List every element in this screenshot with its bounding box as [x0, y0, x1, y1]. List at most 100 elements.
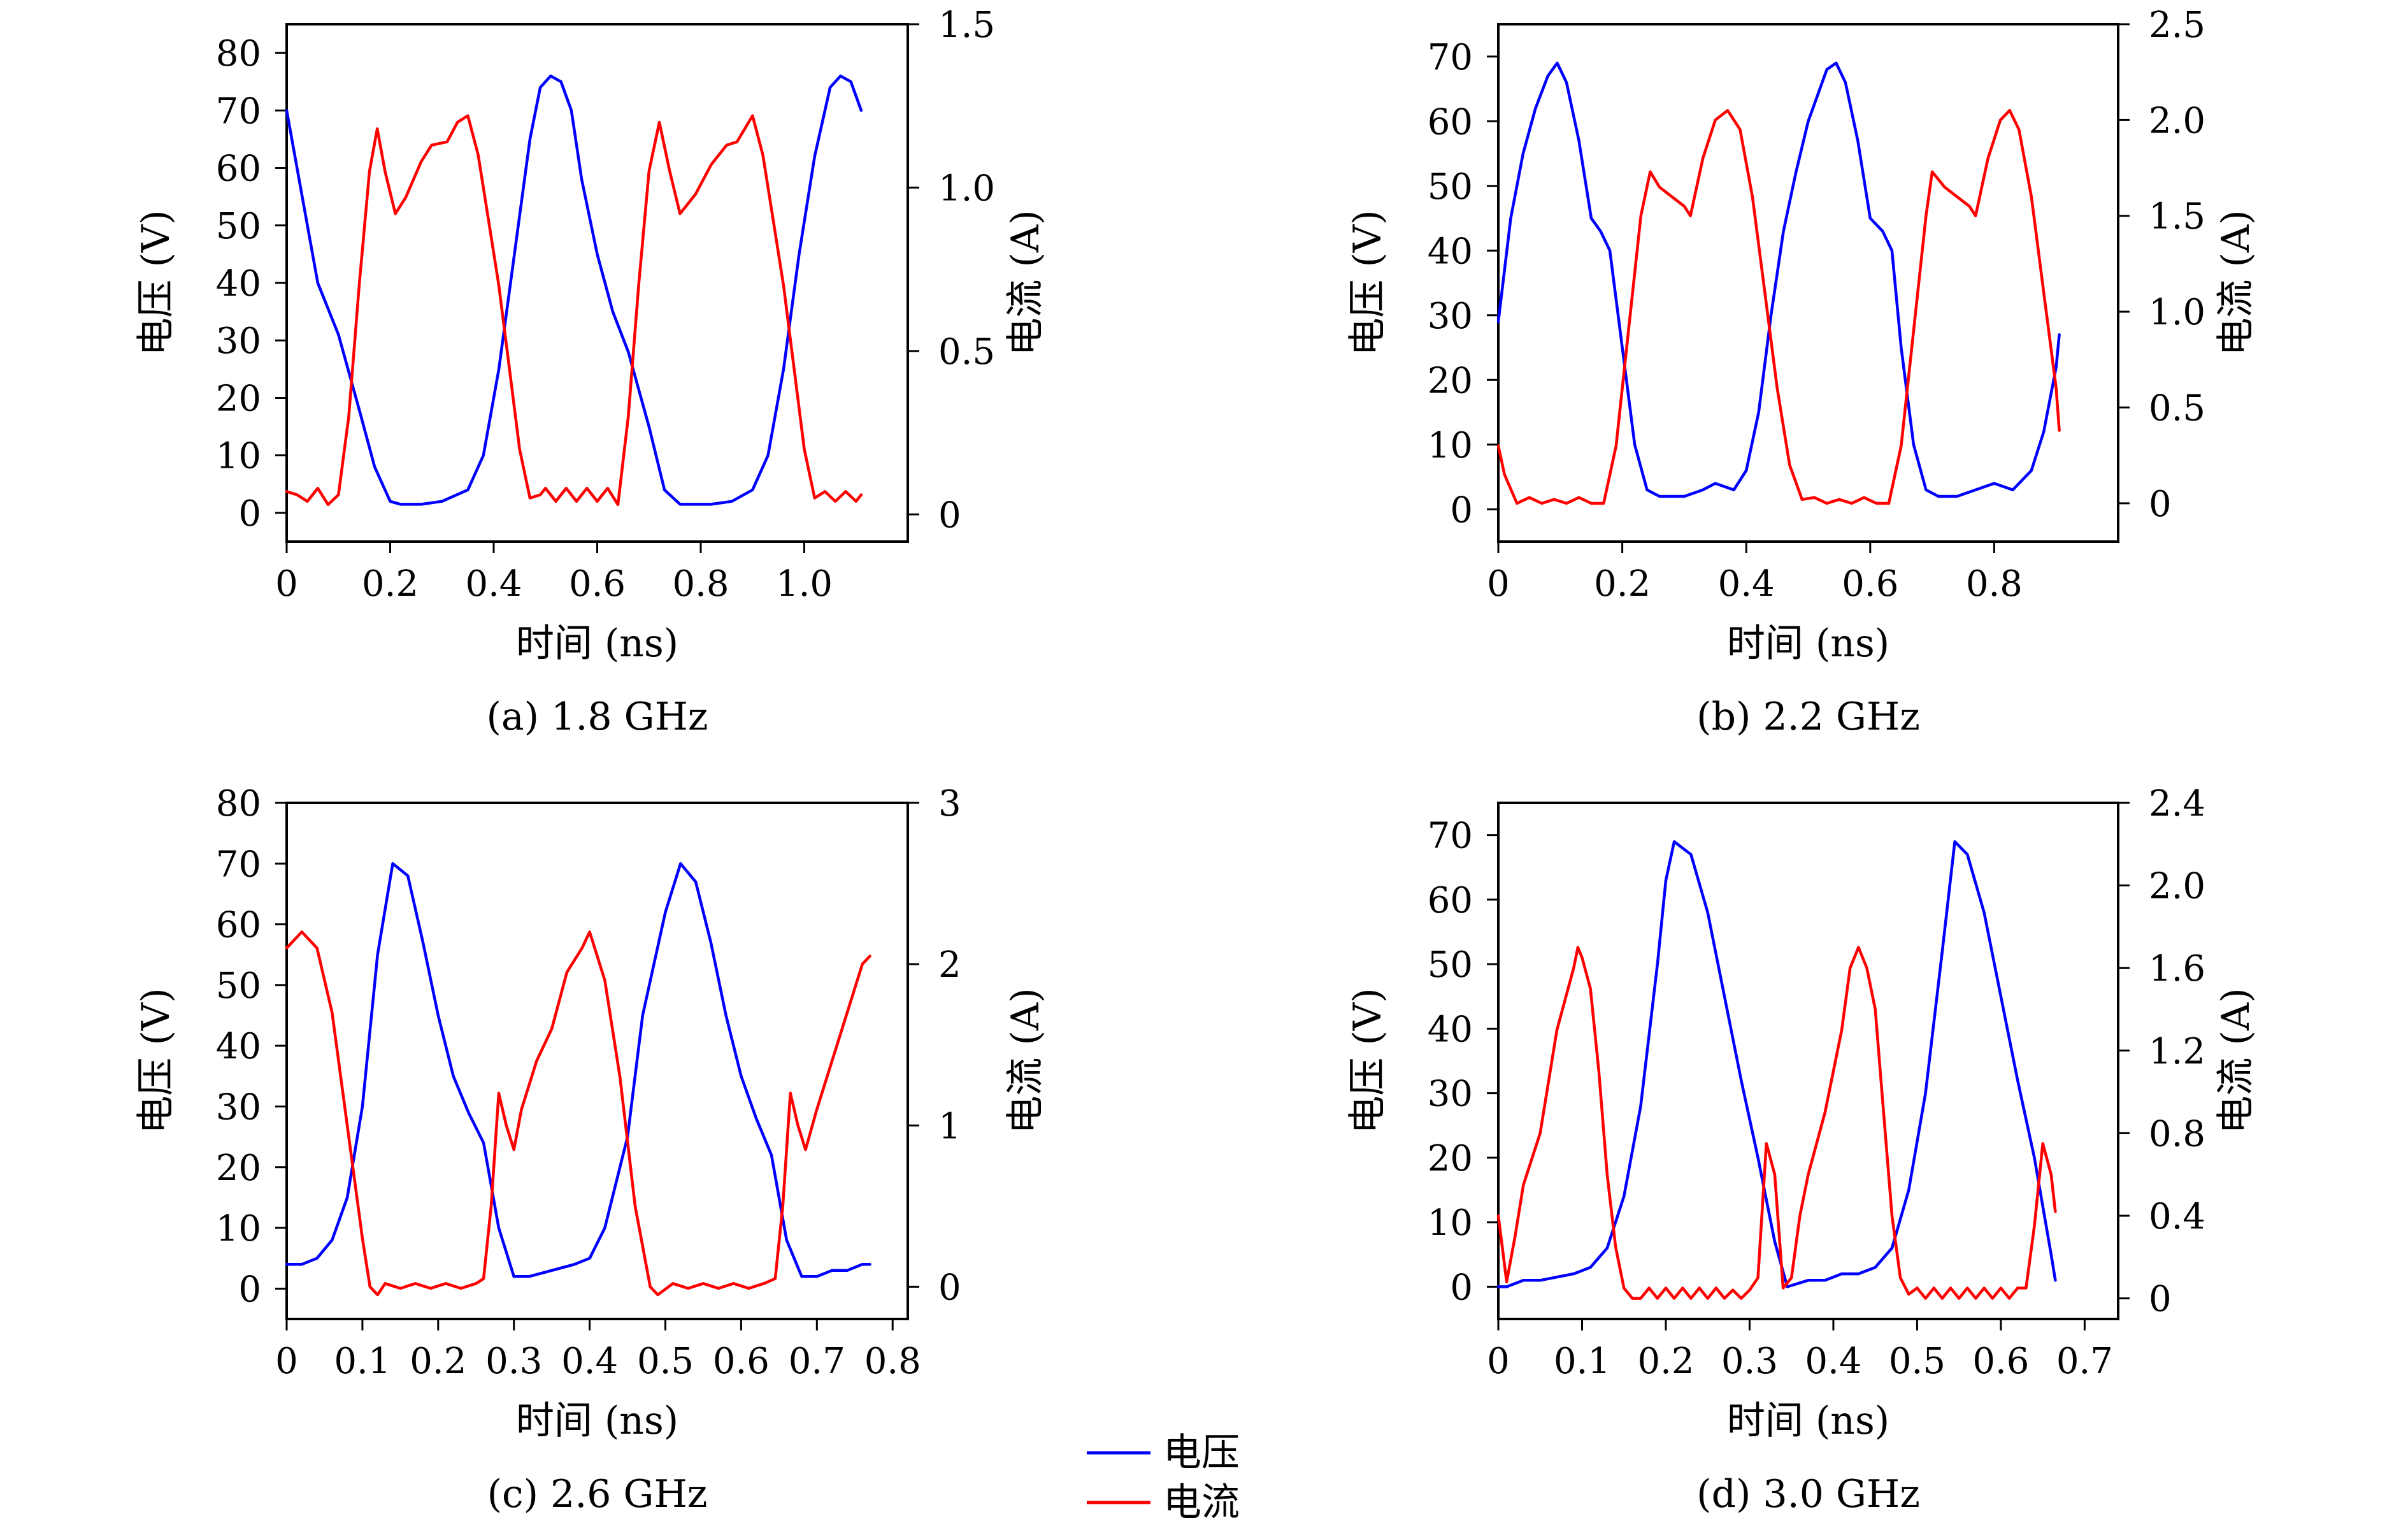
x-tick-label: 0.3 [1721, 1341, 1778, 1382]
y-left-axis-title: 电压 (V) [134, 988, 178, 1134]
x-tick-label: 0.5 [637, 1341, 694, 1382]
y-left-tick-label: 30 [216, 321, 261, 362]
y-left-tick-label: 0 [238, 1269, 261, 1310]
y-left-tick-label: 60 [1428, 101, 1473, 143]
x-tick-label: 0.1 [1554, 1341, 1610, 1382]
chart-panel: 0 0.1 0.2 0.3 0.4 0.5 0.6 0.7 0 10 20 30 40 50 60 70 0 0.… [1345, 783, 2258, 1517]
voltage-series-line [1496, 61, 2061, 498]
y-right-axis-title: 电流 (A) [1003, 988, 1048, 1134]
y-left-tick-label: 30 [216, 1086, 261, 1128]
y-left-tick-label: 10 [216, 1208, 261, 1250]
chart-panel: 0 0.2 0.4 0.6 0.8 1.0 0 10 20 30 40 50 60 70 80 0 0.5 1.0… [134, 4, 1048, 739]
legend-voltage-label: 电压 [1163, 1431, 1240, 1475]
y-right-axis-title: 电流 (A) [2214, 988, 2258, 1134]
x-tick-label: 0.4 [1805, 1341, 1861, 1382]
x-axis-title: 时间 (ns) [1727, 1399, 1889, 1443]
y-left-tick-label: 10 [1428, 1202, 1473, 1244]
voltage-series-line [285, 74, 863, 506]
x-tick-label: 1.0 [776, 563, 833, 605]
x-tick-label: 0 [275, 1341, 298, 1382]
x-tick-label: 0.4 [465, 563, 522, 605]
panel-caption: (b) 2.2 GHz [1696, 695, 1920, 739]
panel-caption: (d) 3.0 GHz [1696, 1472, 1920, 1517]
y-right-tick-label: 3 [938, 783, 961, 825]
y-left-tick-label: 50 [1428, 944, 1473, 986]
y-left-tick-label: 0 [238, 493, 261, 535]
x-tick-label: 0.8 [864, 1341, 921, 1382]
x-tick-label: 0.2 [1637, 1341, 1694, 1382]
current-series-line [285, 114, 863, 507]
plot-frame [285, 23, 909, 543]
y-left-tick-label: 60 [216, 148, 261, 190]
y-right-tick-label: 2 [938, 944, 961, 986]
y-left-tick-label: 70 [1428, 816, 1473, 857]
y-right-axis-title: 电流 (A) [1003, 210, 1048, 356]
y-left-tick-label: 10 [216, 436, 261, 477]
x-tick-label: 0.2 [362, 563, 419, 605]
y-left-tick-label: 50 [216, 206, 261, 247]
voltage-series-line [1496, 840, 2057, 1288]
y-left-tick-label: 50 [1428, 166, 1473, 208]
x-tick-label: 0.8 [1966, 563, 2023, 605]
legend-current-label: 电流 [1163, 1480, 1240, 1525]
y-left-tick-label: 40 [1428, 1009, 1473, 1050]
current-series-line [285, 930, 871, 1297]
y-right-tick-label: 1.5 [938, 4, 995, 46]
x-axis-title: 时间 (ns) [516, 1399, 678, 1443]
y-left-tick-label: 60 [1428, 880, 1473, 921]
y-right-axis-title: 电流 (A) [2214, 210, 2258, 356]
chart-panel: 0 0.1 0.2 0.3 0.4 0.5 0.6 0.7 0.8010203040506070… [134, 783, 1048, 1517]
x-tick-label: 0.7 [2056, 1341, 2113, 1382]
y-right-tick-label: 2.4 [2149, 783, 2205, 825]
x-tick-label: 0.3 [485, 1341, 542, 1382]
y-right-tick-label: 1.2 [2149, 1031, 2205, 1072]
y-right-tick-label: 0.5 [938, 331, 995, 373]
legend: 电压 电流 [1087, 1431, 1240, 1525]
y-left-axis-title: 电压 (V) [1345, 988, 1390, 1134]
y-left-tick-label: 0 [1450, 1267, 1473, 1308]
y-right-tick-label: 0.4 [2149, 1196, 2205, 1237]
y-left-tick-label: 30 [1428, 1074, 1473, 1115]
x-axis-title: 时间 (ns) [1727, 621, 1889, 666]
y-left-tick-label: 70 [216, 844, 261, 885]
y-right-tick-label: 1.6 [2149, 948, 2205, 990]
x-tick-label: 0 [1487, 1341, 1510, 1382]
x-tick-label: 0.6 [569, 563, 626, 605]
x-tick-label: 0.8 [672, 563, 729, 605]
x-tick-label: 0.7 [789, 1341, 845, 1382]
y-left-tick-label: 30 [1428, 296, 1473, 337]
y-left-tick-label: 10 [1428, 425, 1473, 466]
x-tick-label: 0.4 [1718, 563, 1775, 605]
y-left-tick-label: 70 [216, 90, 261, 132]
y-left-tick-label: 40 [216, 1026, 261, 1067]
y-left-tick-label: 70 [1428, 37, 1473, 78]
y-right-tick-label: 0 [938, 1267, 961, 1308]
y-right-tick-label: 2.0 [2149, 866, 2205, 907]
x-tick-label: 0 [1487, 563, 1510, 605]
voltage-series-line [285, 862, 871, 1278]
y-left-axis-title: 电压 (V) [1345, 210, 1390, 356]
y-right-tick-label: 1.5 [2149, 196, 2205, 238]
chart-panel: 0 0.2 0.4 0.6 0.8 0 10 20 30 40 50 60 70 0 0.5 1.0 1.5 2.… [1345, 4, 2258, 739]
y-right-tick-label: 0.8 [2149, 1113, 2205, 1155]
y-left-tick-label: 20 [216, 378, 261, 419]
y-right-tick-label: 2.0 [2149, 100, 2205, 141]
x-tick-label: 0.4 [561, 1341, 618, 1382]
y-left-tick-label: 20 [1428, 1138, 1473, 1179]
x-tick-label: 0.5 [1889, 1341, 1946, 1382]
x-tick-label: 0 [275, 563, 298, 605]
y-left-tick-label: 80 [216, 33, 261, 75]
y-right-tick-label: 0 [2149, 1279, 2172, 1320]
y-left-axis-title: 电压 (V) [134, 210, 178, 356]
y-right-tick-label: 1.0 [938, 168, 995, 209]
x-tick-label: 0.6 [1842, 563, 1898, 605]
y-left-tick-label: 60 [216, 905, 261, 946]
y-left-tick-label: 0 [1450, 489, 1473, 531]
panel-caption: (c) 2.6 GHz [487, 1472, 708, 1517]
y-left-tick-label: 20 [1428, 360, 1473, 401]
y-left-tick-label: 50 [216, 965, 261, 1007]
x-tick-label: 0.1 [334, 1341, 391, 1382]
x-tick-label: 0.2 [1594, 563, 1651, 605]
y-left-tick-label: 40 [216, 263, 261, 305]
